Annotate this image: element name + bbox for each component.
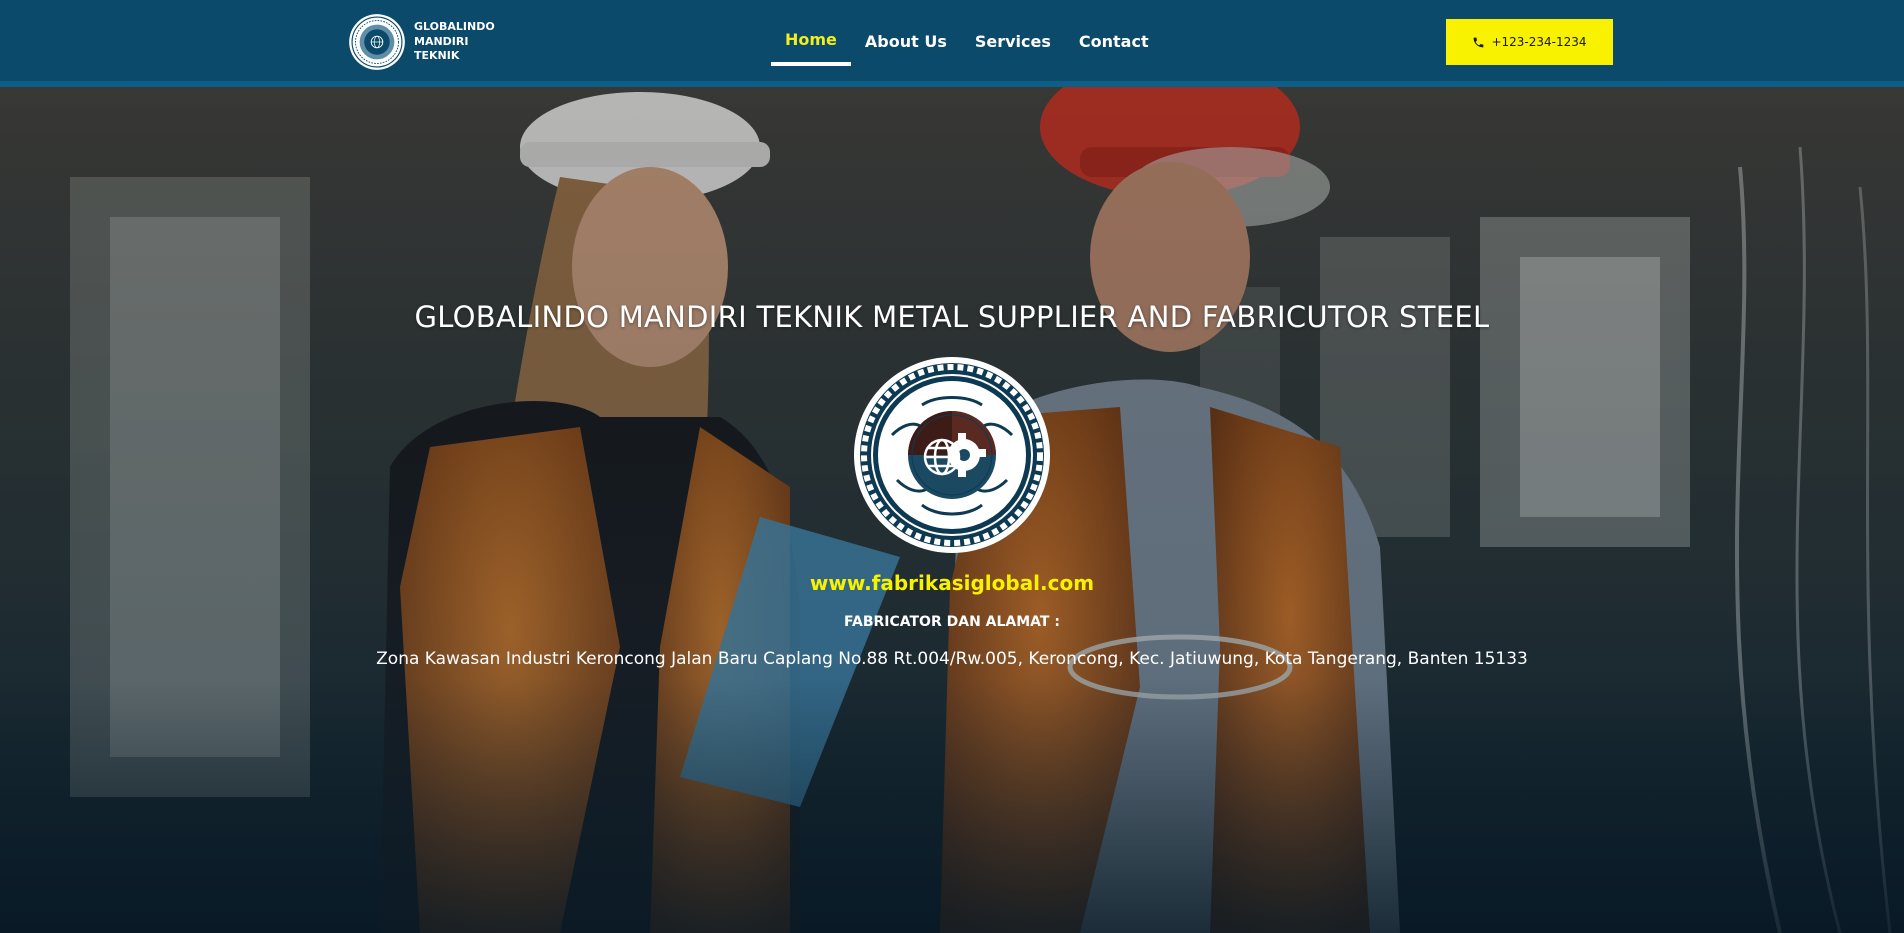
hero-section: GLOBALINDO MANDIRI TEKNIK METAL SUPPLIER… xyxy=(0,87,1904,933)
globe-gear-emblem-icon xyxy=(854,357,1050,553)
hero-content: GLOBALINDO MANDIRI TEKNIK METAL SUPPLIER… xyxy=(0,87,1904,933)
phone-number: +123-234-1234 xyxy=(1491,35,1587,49)
nav-services[interactable]: Services xyxy=(974,32,1051,51)
nav-home[interactable]: Home xyxy=(771,22,851,66)
nav-about-us[interactable]: About Us xyxy=(864,32,947,51)
logo-text: GLOBALINDO MANDIRI TEKNIK xyxy=(414,20,495,64)
phone-icon xyxy=(1474,37,1484,47)
phone-button[interactable]: +123-234-1234 xyxy=(1446,19,1613,65)
site-logo[interactable]: GLOBALINDO MANDIRI TEKNIK xyxy=(348,12,495,72)
logo-line: GLOBALINDO xyxy=(414,20,495,34)
fabricator-address-label: FABRICATOR DAN ALAMAT : xyxy=(844,614,1060,630)
company-address: Zona Kawasan Industri Keroncong Jalan Ba… xyxy=(376,649,1528,669)
hero-title: GLOBALINDO MANDIRI TEKNIK METAL SUPPLIER… xyxy=(414,300,1490,334)
logo-line: MANDIRI xyxy=(414,34,469,48)
globe-gear-emblem-icon xyxy=(349,14,405,70)
nav-contact[interactable]: Contact xyxy=(1078,32,1149,51)
website-link[interactable]: www.fabrikasiglobal.com xyxy=(809,571,1095,595)
logo-line: TEKNIK xyxy=(414,49,460,63)
site-header: GLOBALINDO MANDIRI TEKNIK Home About Us … xyxy=(0,0,1904,87)
main-nav: Home About Us Services Contact xyxy=(771,22,1163,66)
